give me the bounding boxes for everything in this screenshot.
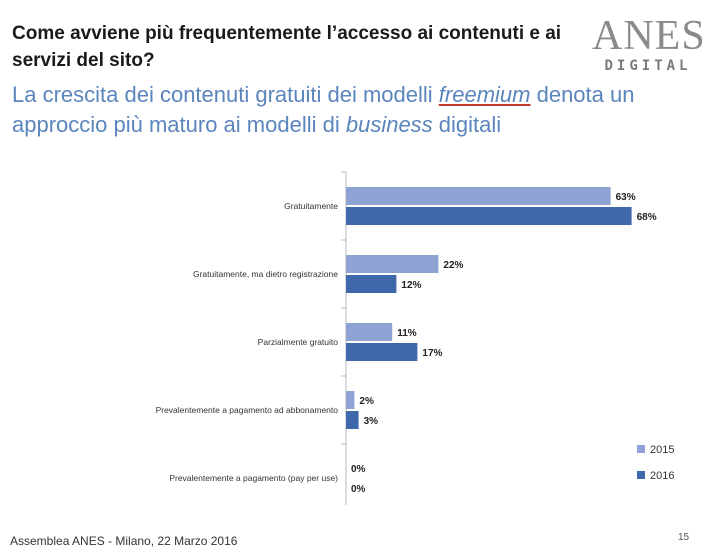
bar-chart: Gratuitamente 63%68% Gratuitamente, ma die…	[156, 171, 674, 505]
bar-2015	[346, 323, 393, 341]
footer-text: Assemblea ANES - Milano, 22 Marzo 2016	[10, 534, 238, 548]
anes-digital-logo: ANES DIGITAL	[592, 13, 706, 74]
data-label: 11%	[397, 328, 417, 339]
data-label: 3%	[364, 416, 379, 427]
data-label: 63%	[616, 192, 636, 203]
legend-swatch-2016	[637, 471, 645, 479]
bar-2015	[346, 255, 439, 273]
data-label: 0%	[351, 484, 366, 495]
subtitle-freemium: freemium	[438, 82, 531, 107]
subtitle-part-1: La crescita dei contenuti gratuiti dei m…	[12, 82, 439, 107]
category-label: Parzialmente gratuito	[258, 337, 339, 347]
legend-label: 2016	[650, 470, 674, 482]
logo-sub-text: DIGITAL	[604, 58, 692, 74]
data-label: 0%	[351, 464, 366, 475]
page-number: 15	[678, 532, 690, 543]
subtitle-part-3: digitali	[432, 112, 502, 137]
legend-swatch-2015	[637, 445, 645, 453]
chart-subtitle: La crescita dei contenuti gratuiti dei m…	[12, 80, 712, 140]
logo-main-text: ANES	[592, 13, 706, 59]
data-label: 68%	[637, 212, 657, 223]
legend-label: 2015	[650, 444, 674, 456]
bar-2016	[346, 343, 418, 361]
bar-2015	[346, 391, 355, 409]
bar-2016	[346, 411, 359, 429]
data-label: 17%	[422, 348, 442, 359]
data-label: 12%	[401, 280, 421, 291]
category-label: Prevalentemente a pagamento ad abbonamen…	[156, 405, 339, 415]
question-title: Come avviene più frequentemente l’access…	[12, 23, 562, 71]
category-label: Gratuitamente, ma dietro registrazione	[193, 269, 338, 279]
bar-2016	[346, 275, 397, 293]
data-label: 2%	[359, 396, 374, 407]
data-label: 22%	[443, 260, 463, 271]
bar-2016	[346, 207, 632, 225]
bar-2015	[346, 187, 611, 205]
subtitle-part-2: denota un approccio più maturo ai modell…	[12, 82, 635, 137]
category-label: Prevalentemente a pagamento (pay per use…	[169, 473, 338, 483]
subtitle-business: business	[345, 112, 433, 137]
category-label: Gratuitamente	[284, 201, 338, 211]
